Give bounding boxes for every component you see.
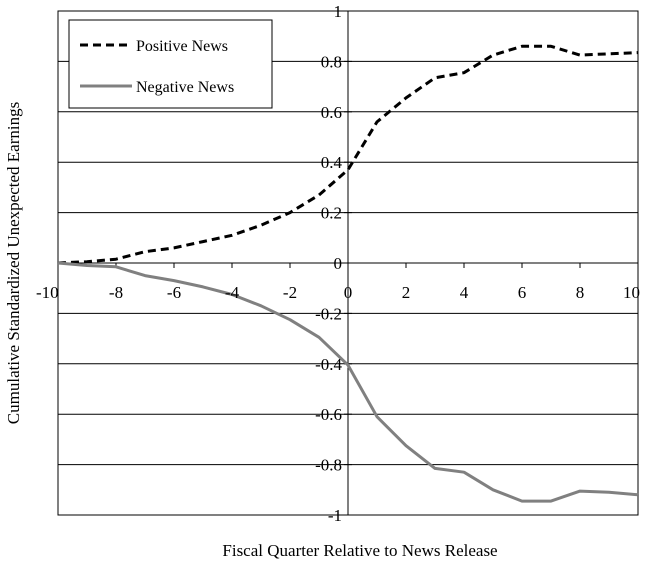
- x-tick-label: 2: [402, 283, 411, 302]
- series-lines: [57, 44, 639, 503]
- tick-labels: 10.80.60.40.20-0.2-0.4-0.6-0.8-1-10 -8 -6-…: [36, 2, 640, 525]
- y-tick-label: -0.6: [315, 405, 342, 424]
- x-tick-label: 6: [518, 283, 527, 302]
- x-tick-label: -8: [109, 283, 123, 302]
- y-tick-label: -0.2: [315, 304, 342, 323]
- y-axis-title: Cumulative Standardized Unexpected Earni…: [4, 102, 23, 424]
- y-tick-label: -0.8: [315, 456, 342, 475]
- series-line-negative-news: [57, 261, 639, 503]
- legend-box: [68, 19, 273, 109]
- axes: [57, 10, 639, 516]
- y-tick-label: 0.2: [321, 204, 342, 223]
- legend: Positive News Negative News: [68, 19, 273, 109]
- x-tick-label: 10: [623, 283, 640, 302]
- y-tick-label: 0.8: [321, 52, 342, 71]
- y-tick-label: 0.6: [321, 103, 342, 122]
- x-tick-label: -10: [36, 283, 59, 302]
- x-tick-label: -4: [225, 283, 240, 302]
- x-tick-label: 0: [344, 283, 353, 302]
- x-axis-title: Fiscal Quarter Relative to News Release: [222, 541, 497, 560]
- legend-label-positive-news: Positive News: [136, 38, 228, 55]
- series-line-positive-news: [57, 44, 639, 265]
- x-tick-label: -2: [283, 283, 297, 302]
- x-tick-label: -6: [167, 283, 181, 302]
- y-tick-label: 0.4: [321, 153, 343, 172]
- y-tick-label: 1: [334, 2, 343, 21]
- x-tick-label: 4: [460, 283, 469, 302]
- y-tick-label: 0: [334, 254, 343, 273]
- x-tick-label: 8: [576, 283, 585, 302]
- legend-label-negative-news: Negative News: [136, 79, 234, 96]
- y-tick-label: -1: [328, 506, 342, 525]
- y-tick-label: -0.4: [315, 355, 342, 374]
